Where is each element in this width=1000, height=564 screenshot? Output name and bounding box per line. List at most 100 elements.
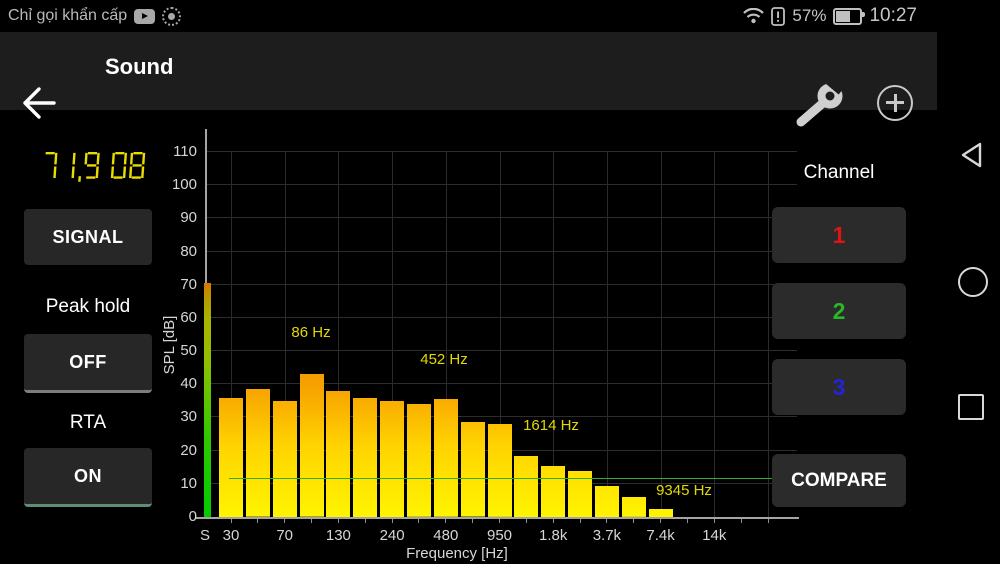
wrench-icon[interactable] <box>793 82 845 128</box>
x-tickmark <box>660 519 661 523</box>
y-tick-label: 0 <box>143 508 197 525</box>
peak-hold-toggle[interactable]: OFF <box>24 334 152 393</box>
signal-button[interactable]: SIGNAL <box>24 209 152 265</box>
x-axis-title: Frequency [Hz] <box>207 545 707 562</box>
spectrum-bar-5.2k <box>622 497 646 517</box>
channel-1-button[interactable]: 1 <box>772 207 906 263</box>
x-tickmark <box>445 519 446 523</box>
v-gridline <box>661 151 662 517</box>
x-tick-label: 30 <box>207 527 255 544</box>
spectrum-bar-70 <box>273 401 297 517</box>
x-tickmark <box>633 519 634 523</box>
spectrum-bar-1.6k <box>541 466 565 517</box>
carrier-text: Chỉ gọi khẩn cấp <box>8 7 127 25</box>
nav-back-icon[interactable] <box>958 141 984 169</box>
youtube-icon <box>134 9 155 24</box>
x-tickmark <box>580 519 581 523</box>
spectrum-bar-340 <box>407 404 431 517</box>
freq-annotation: 86 Hz <box>246 324 376 341</box>
freq-annotation: 1614 Hz <box>486 417 616 434</box>
y-tick-label: 30 <box>143 408 197 425</box>
x-tickmark <box>311 519 312 523</box>
app-bar: Sound <box>0 32 937 110</box>
x-tickmark <box>284 519 285 523</box>
x-tickmark <box>257 519 258 523</box>
signal-level-bar <box>204 283 211 517</box>
h-gridline <box>207 217 797 218</box>
freq-annotation: 452 Hz <box>379 351 509 368</box>
x-tickmark <box>365 519 366 523</box>
x-tick-label: 7.4k <box>637 527 685 544</box>
wifi-icon <box>743 8 764 24</box>
y-tick-label: 10 <box>143 475 197 492</box>
x-tickmark <box>741 519 742 523</box>
y-axis-title: SPL [dB] <box>161 305 177 385</box>
spectrum-bar-7.4k <box>649 509 673 517</box>
x-axis <box>195 517 799 519</box>
h-gridline <box>207 383 797 384</box>
x-tickmark <box>768 519 769 523</box>
y-tick-label: 90 <box>143 209 197 226</box>
v-gridline <box>768 151 769 517</box>
x-tick-label: 130 <box>314 527 362 544</box>
x-tickmark <box>526 519 527 523</box>
v-gridline <box>553 151 554 517</box>
y-tick-label: 70 <box>143 276 197 293</box>
x-tickmark <box>472 519 473 523</box>
x-tickmark <box>392 519 393 523</box>
spectrum-bar-240 <box>380 401 404 517</box>
peak-min-line <box>229 478 793 479</box>
h-gridline <box>207 284 797 285</box>
channel-3-button[interactable]: 3 <box>772 359 906 415</box>
x-tick-label: 950 <box>476 527 524 544</box>
nav-recents-icon[interactable] <box>958 394 984 420</box>
freq-annotation: 9345 Hz <box>619 482 749 499</box>
spectrum-bar-176 <box>353 398 377 517</box>
x-tickmark <box>687 519 688 523</box>
x-tick-label: 3.7k <box>583 527 631 544</box>
x-tickmark <box>553 519 554 523</box>
x-tickmark <box>418 519 419 523</box>
nav-home-icon[interactable] <box>958 267 988 297</box>
channel-2-button[interactable]: 2 <box>772 283 906 339</box>
y-tick-label: 20 <box>143 442 197 459</box>
x-tick-label: 480 <box>422 527 470 544</box>
spectrum-bar-3.7k <box>595 486 619 518</box>
h-gridline <box>207 184 797 185</box>
status-bar: Chỉ gọi khẩn cấp 57% 10:27 <box>0 0 1000 32</box>
spectrum-bar-452 <box>434 399 458 517</box>
x-tick-label: 240 <box>368 527 416 544</box>
x-tick-label: 1.8k <box>529 527 577 544</box>
battery-percent: 57% <box>792 6 826 26</box>
v-gridline <box>714 151 715 517</box>
y-tick-label: 110 <box>143 143 197 160</box>
compare-button[interactable]: COMPARE <box>772 454 906 507</box>
sim-alert-icon <box>771 7 785 26</box>
camera-lens-icon <box>162 7 181 26</box>
battery-icon <box>833 8 862 25</box>
x-tickmark <box>606 519 607 523</box>
x-tickmark <box>231 519 232 523</box>
v-gridline <box>607 151 608 517</box>
spectrum-bar-1.3k <box>514 456 538 517</box>
x-tick-label: 14k <box>690 527 738 544</box>
spectrum-bar-86 <box>300 374 324 517</box>
back-arrow-icon[interactable] <box>20 85 58 121</box>
x-tickmark <box>338 519 339 523</box>
h-gridline <box>207 317 797 318</box>
x-tickmark <box>714 519 715 523</box>
rta-toggle[interactable]: ON <box>24 448 152 507</box>
h-gridline <box>207 251 797 252</box>
channel-label: Channel <box>772 162 906 184</box>
phone-screen: Chỉ gọi khẩn cấp 57% 10:27 Sound <box>0 0 1000 564</box>
spl-db-readout <box>42 152 148 187</box>
y-tick-label: 100 <box>143 176 197 193</box>
h-gridline <box>207 151 797 152</box>
x-tick-label: 70 <box>261 527 309 544</box>
page-title: Sound <box>105 54 173 80</box>
spectrum-bar-950 <box>488 424 512 517</box>
spectrum-bar-680 <box>461 422 485 517</box>
add-icon[interactable] <box>877 85 913 121</box>
spectrum-bar-30 <box>219 398 243 517</box>
clock: 10:27 <box>869 5 917 27</box>
